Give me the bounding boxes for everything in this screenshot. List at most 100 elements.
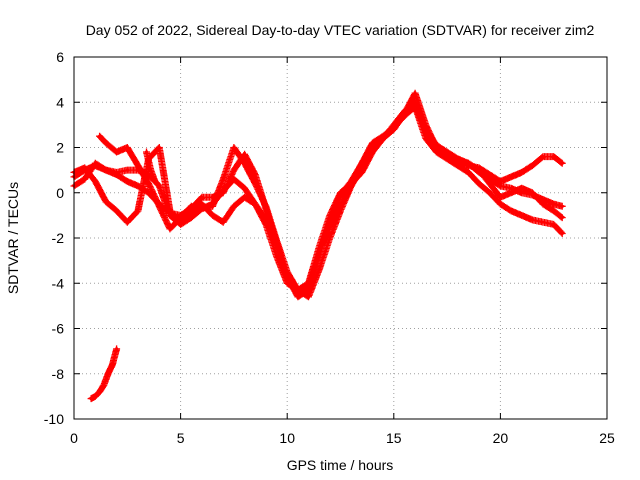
data-point [93, 164, 97, 168]
data-point [106, 372, 110, 376]
data-point [264, 206, 268, 211]
data-point [253, 173, 257, 177]
data-point [306, 288, 311, 292]
data-point [242, 186, 247, 190]
data-point [498, 184, 502, 188]
y-tick-label: -2 [52, 230, 65, 246]
data-point [424, 127, 428, 131]
data-point [104, 200, 108, 204]
data-point [149, 168, 153, 172]
data-point [157, 145, 161, 150]
series-fragment-1 [143, 148, 159, 185]
grid-lines [74, 57, 607, 419]
data-point [498, 195, 502, 199]
data-point [520, 213, 524, 217]
data-points [70, 89, 566, 403]
data-point [509, 175, 513, 179]
data-point [541, 154, 545, 159]
data-point [136, 209, 140, 213]
data-point [83, 177, 87, 181]
data-point [232, 145, 236, 150]
data-point [115, 209, 119, 213]
data-point [125, 179, 129, 184]
data-point [115, 173, 119, 177]
x-tick-label: 10 [279, 430, 295, 446]
data-point [552, 209, 556, 213]
data-point [530, 218, 534, 222]
data-point [552, 154, 556, 159]
data-point [445, 150, 449, 154]
data-point [153, 179, 157, 184]
data-point [97, 134, 102, 138]
data-point [274, 245, 279, 249]
data-point [392, 125, 396, 129]
data-point [456, 157, 460, 161]
y-tick-label: -4 [52, 275, 65, 291]
y-tick-label: 0 [56, 185, 64, 201]
series-fragment-2 [87, 345, 121, 403]
data-point [349, 179, 353, 184]
data-point [413, 102, 417, 107]
data-point [530, 164, 534, 168]
data-point [338, 209, 343, 213]
data-point [200, 195, 204, 199]
data-point [264, 218, 268, 222]
data-point [89, 397, 93, 401]
data-point [488, 191, 492, 195]
data-point [104, 141, 108, 145]
data-point [560, 216, 564, 220]
data-point [488, 182, 492, 186]
data-point [144, 150, 149, 154]
data-point [102, 383, 106, 387]
y-tick-label: 4 [56, 94, 64, 110]
data-point [477, 168, 481, 172]
data-point [509, 191, 513, 195]
data-point [466, 161, 471, 165]
data-point [296, 295, 300, 299]
data-point [520, 170, 524, 174]
data-point [93, 179, 97, 184]
data-point [413, 91, 417, 95]
axis-ticks: 0 5 10 15 20 25 -10 -8 -6 -4 -2 0 2 4 6 [44, 49, 615, 446]
data-point [520, 186, 524, 190]
data-point [560, 231, 564, 236]
data-point [104, 168, 108, 172]
data-point [434, 143, 439, 147]
data-point [317, 254, 321, 258]
data-point [115, 347, 119, 351]
x-axis-label: GPS time / hours [287, 457, 394, 473]
data-point [147, 182, 151, 186]
data-point [210, 195, 215, 199]
y-tick-label: 2 [56, 140, 64, 156]
data-point [200, 202, 204, 206]
data-point [83, 166, 87, 170]
data-point [253, 202, 257, 206]
data-point [168, 209, 172, 213]
data-point [242, 152, 247, 156]
data-point [477, 182, 481, 186]
data-point [125, 220, 129, 224]
x-tick-label: 0 [70, 430, 78, 446]
data-point [210, 213, 215, 217]
data-point [560, 204, 564, 208]
data-point [552, 222, 556, 227]
data-point [136, 164, 140, 168]
data-point [498, 202, 502, 206]
data-point [560, 161, 564, 165]
data-point [93, 394, 97, 398]
data-point [189, 211, 193, 215]
data-point [434, 150, 439, 154]
x-tick-label: 20 [493, 430, 509, 446]
data-point [328, 236, 332, 240]
data-point [232, 168, 236, 172]
data-point [168, 227, 172, 231]
data-point [157, 184, 161, 188]
x-tick-label: 5 [177, 430, 185, 446]
data-point [97, 390, 102, 394]
data-point [189, 204, 193, 208]
y-tick-label: -6 [52, 321, 65, 337]
y-axis-label: SDTVAR / TECUs [5, 182, 21, 294]
data-point [552, 202, 556, 206]
x-tick-label: 15 [386, 430, 402, 446]
